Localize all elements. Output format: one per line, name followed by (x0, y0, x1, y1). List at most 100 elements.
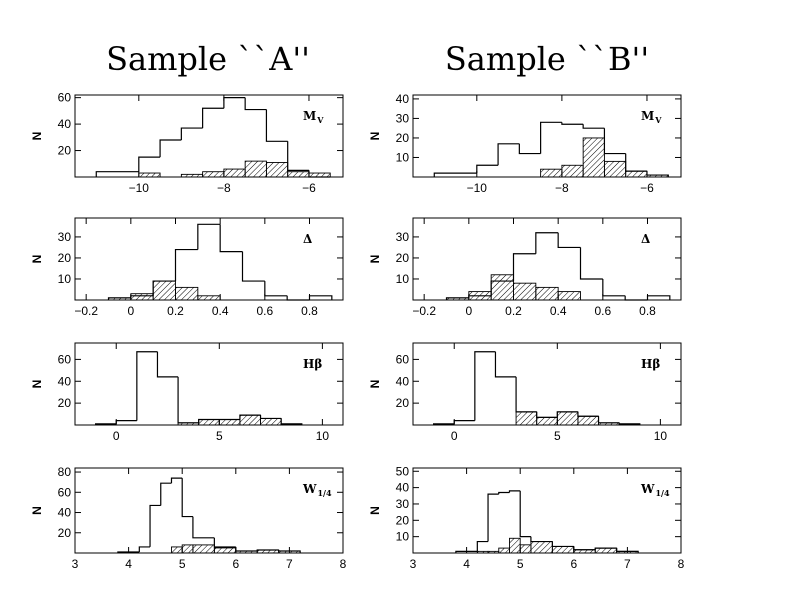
hatched-bar (181, 544, 194, 554)
open-bar (286, 295, 310, 301)
open-bar (603, 128, 626, 155)
hatched-bar (536, 416, 558, 426)
open-bar (107, 297, 131, 300)
hatched-bar (192, 544, 215, 554)
panel-label: Δ (641, 232, 650, 246)
open-bar (494, 351, 517, 378)
open-bar (618, 422, 641, 425)
y-tick-label: 50 (396, 464, 410, 478)
open-bar (597, 416, 620, 424)
x-tick-label: 10 (654, 429, 668, 443)
hatched-bar (509, 537, 521, 554)
y-tick-label: 40 (58, 117, 72, 131)
hatched-bar (197, 295, 221, 301)
y-tick-label: 60 (396, 352, 410, 366)
open-bar (536, 411, 558, 418)
open-bar (490, 280, 514, 296)
hatched-bar (519, 544, 532, 554)
open-bar (518, 143, 541, 155)
open-bar (235, 546, 258, 552)
hatched-bar (198, 419, 220, 426)
y-tick-label: 40 (396, 374, 410, 388)
open-bar (646, 295, 671, 300)
open-bar (476, 540, 489, 552)
panel-frame (74, 217, 344, 301)
panel-label: Hβ (303, 357, 322, 371)
y-axis-label: N (30, 132, 44, 141)
open-bar (265, 109, 288, 142)
hatched-bar (513, 282, 537, 301)
panel-label: M (303, 109, 316, 123)
hatched-bar (239, 414, 261, 426)
open-bar (557, 232, 581, 249)
open-bar (256, 549, 279, 551)
y-tick-label: 30 (396, 497, 410, 511)
open-bar (582, 124, 605, 129)
panel-label: M (641, 109, 654, 123)
x-tick-label: −0.2 (412, 304, 436, 318)
open-bar (445, 297, 469, 300)
open-bar (149, 504, 161, 547)
x-tick-label: 5 (216, 429, 223, 443)
hatched-bar (498, 547, 510, 554)
y-tick-label: 80 (58, 465, 72, 479)
x-tick-label: 0.6 (256, 304, 273, 318)
hatched-bar (582, 137, 605, 178)
x-tick-label: 4 (125, 557, 132, 571)
open-bar (308, 295, 333, 300)
y-tick-label: 40 (396, 481, 410, 495)
x-tick-label: −10 (129, 181, 150, 195)
x-tick-label: 10 (316, 429, 330, 443)
y-tick-label: 20 (58, 526, 72, 540)
hatched-bar (577, 415, 599, 426)
panel-frame (74, 94, 344, 178)
y-tick-label: 30 (396, 230, 410, 244)
open-bar (602, 278, 626, 297)
y-tick-label: 40 (58, 374, 72, 388)
hatched-bar (490, 274, 514, 301)
open-bar (264, 281, 288, 297)
open-bar (474, 351, 496, 421)
y-tick-label: 10 (396, 530, 410, 544)
x-tick-label: 8 (340, 557, 347, 571)
x-tick-label: 0.8 (639, 304, 656, 318)
hatched-bar (171, 546, 183, 554)
hatched-bar (223, 168, 246, 178)
x-tick-label: 0.4 (212, 304, 229, 318)
y-tick-label: 30 (396, 111, 410, 125)
open-bar (192, 516, 215, 539)
panel-label-subscript: 1/4 (655, 488, 669, 498)
y-tick-label: 20 (58, 251, 72, 265)
x-tick-label: 0 (113, 429, 120, 443)
x-tick-label: 0 (127, 304, 134, 318)
hatched-bar (260, 417, 282, 426)
y-tick-label: 20 (58, 144, 72, 158)
open-bar (535, 232, 559, 254)
open-bar (202, 107, 224, 129)
panel-label: Δ (303, 232, 312, 246)
open-bar (115, 420, 137, 424)
panel-a-hbeta: 0 5 10 20 40 60 N Hβ (30, 342, 344, 443)
hatched-bar (152, 280, 176, 301)
open-bar (508, 490, 521, 493)
hatched-bar (530, 541, 553, 554)
open-bar (198, 418, 220, 423)
y-tick-label: 40 (58, 506, 72, 520)
open-bar (223, 97, 246, 109)
x-tick-label: −6 (640, 181, 654, 195)
x-tick-label: −10 (467, 181, 488, 195)
open-bar (213, 537, 236, 548)
open-bar (476, 164, 499, 174)
x-tick-label: 0 (451, 429, 458, 443)
hatched-bar (138, 172, 161, 178)
x-tick-label: 6 (232, 557, 239, 571)
open-bar (556, 411, 578, 418)
x-tick-label: 7 (624, 557, 631, 571)
open-bar (259, 415, 282, 420)
y-tick-label: 10 (396, 272, 410, 286)
open-bar (594, 547, 617, 550)
open-bar (138, 156, 161, 172)
x-tick-label: 3 (410, 557, 417, 571)
y-axis-label: N (30, 380, 44, 389)
